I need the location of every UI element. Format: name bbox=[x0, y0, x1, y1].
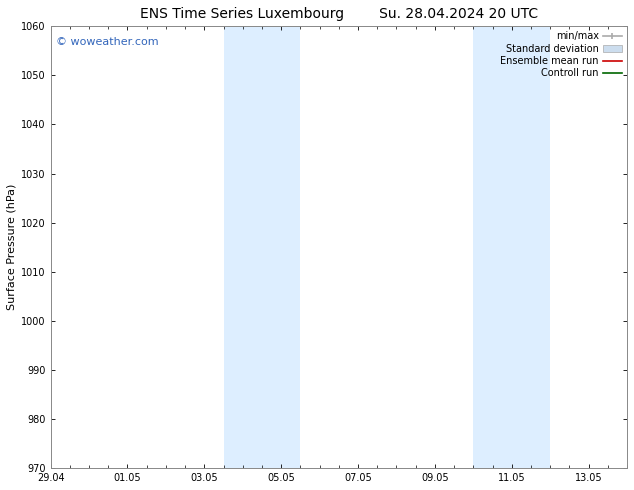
Text: © woweather.com: © woweather.com bbox=[56, 37, 159, 48]
Legend: min/max, Standard deviation, Ensemble mean run, Controll run: min/max, Standard deviation, Ensemble me… bbox=[498, 29, 624, 80]
Title: ENS Time Series Luxembourg        Su. 28.04.2024 20 UTC: ENS Time Series Luxembourg Su. 28.04.202… bbox=[139, 7, 538, 21]
Y-axis label: Surface Pressure (hPa): Surface Pressure (hPa) bbox=[7, 184, 17, 311]
Bar bbox=[224, 26, 301, 468]
Bar bbox=[474, 26, 550, 468]
